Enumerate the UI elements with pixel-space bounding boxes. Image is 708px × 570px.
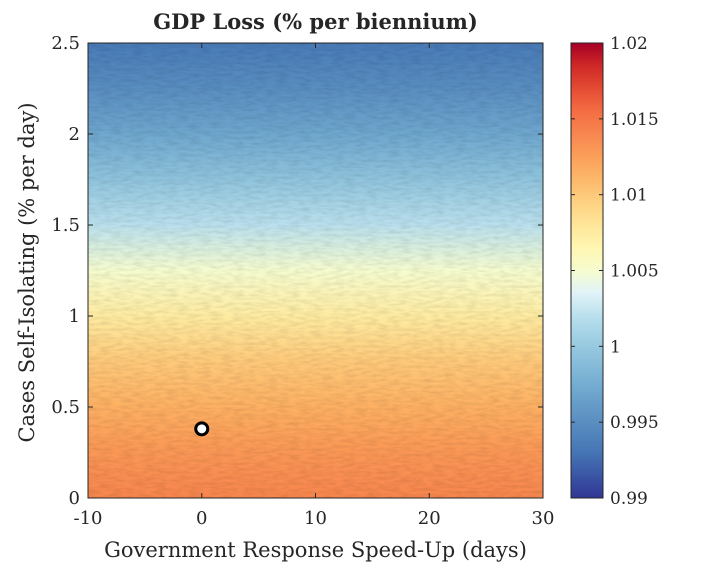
colorbar-tick-label: 1.015	[610, 110, 659, 130]
x-tick-label: 10	[304, 508, 327, 529]
colorbar-tick-label: 0.99	[610, 489, 648, 509]
x-tick-label: 20	[418, 508, 441, 529]
y-axis-label: Cases Self-Isolating (% per day)	[15, 102, 39, 442]
colorbar-tick-label: 1.005	[610, 262, 659, 282]
x-axis-ticks: -10 0 10 20 30	[74, 43, 555, 529]
y-tick-label: 2	[69, 124, 80, 145]
y-tick-label: 1	[69, 306, 80, 327]
y-tick-label: 0.5	[51, 397, 80, 418]
colorbar-tick-label: 1.02	[610, 34, 648, 54]
x-tick-label: 30	[532, 508, 555, 529]
colorbar-tick-label: 0.995	[610, 413, 659, 433]
chart-title: GDP Loss (% per biennium)	[153, 9, 478, 34]
colorbar-tick-label: 1.01	[610, 186, 648, 206]
plot-area: -10 0 10 20 30 00.511.522.5	[51, 33, 554, 529]
x-tick-label: -10	[74, 508, 103, 529]
y-tick-label: 0	[69, 488, 80, 509]
x-axis-label: Government Response Speed-Up (days)	[104, 538, 527, 562]
colorbar-tick-label: 1	[610, 337, 621, 357]
colorbar-ticks: 0.99 0.995 1 1.005 1.01 1.015 1.02	[571, 34, 659, 509]
y-axis-ticks: 0 0.5 1 1.5 2 2.5	[51, 33, 543, 509]
colorbar-gradient	[571, 43, 603, 498]
heatmap-surface	[88, 43, 543, 498]
y-tick-label: 2.5	[51, 33, 80, 54]
current-state-marker	[194, 421, 210, 437]
x-tick-label: 0	[196, 508, 207, 529]
y-tick-label: 1.5	[51, 215, 80, 236]
colorbar: 0.99 0.995 1 1.005 1.01 1.015 1.02	[570, 34, 659, 509]
